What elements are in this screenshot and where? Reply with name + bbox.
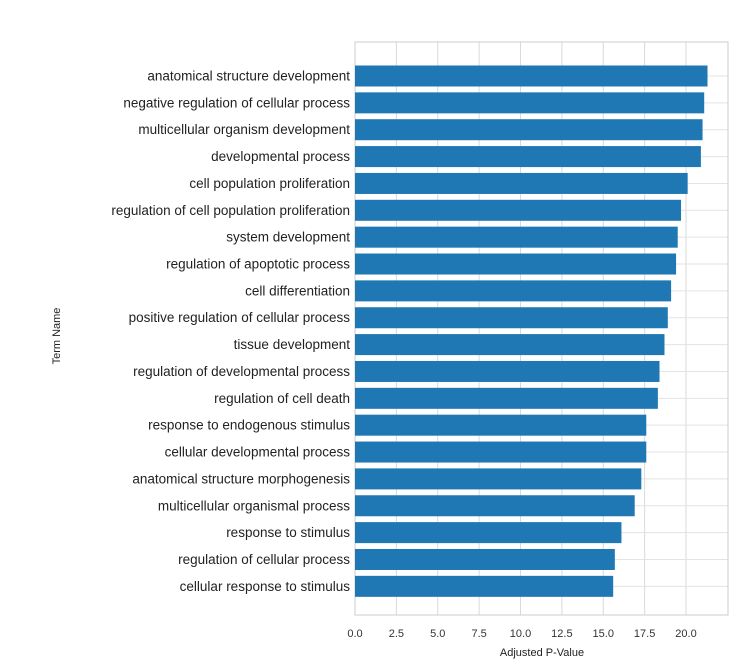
bar [355, 65, 708, 87]
x-tick-label: 0.0 [347, 628, 362, 640]
bar [355, 253, 677, 275]
x-tick-label: 20.0 [675, 628, 696, 640]
bar [355, 119, 703, 141]
y-tick-label: multicellular organismal process [158, 498, 350, 513]
bar [355, 92, 705, 114]
y-tick-label: response to stimulus [226, 525, 350, 540]
y-tick-label: anatomical structure morphogenesis [132, 471, 350, 486]
bar [355, 441, 647, 463]
bar [355, 548, 615, 570]
x-axis-label: Adjusted P-Value [500, 647, 584, 659]
plot-area [354, 41, 729, 616]
y-tick-label: regulation of apoptotic process [166, 257, 350, 272]
y-tick-label: negative regulation of cellular process [123, 95, 350, 110]
bar [355, 280, 672, 302]
y-tick-label: cellular developmental process [165, 445, 351, 460]
y-tick-label: positive regulation of cellular process [129, 310, 351, 325]
y-tick-label: cellular response to stimulus [180, 579, 351, 594]
y-tick-label: anatomical structure development [147, 69, 350, 84]
y-tick-labels: anatomical structure development negative… [111, 69, 350, 594]
bar [355, 468, 642, 490]
bar [355, 226, 678, 248]
x-tick-label: 17.5 [634, 628, 655, 640]
bar [355, 334, 665, 356]
bar [355, 414, 647, 436]
bar [355, 495, 635, 517]
bar [355, 360, 660, 382]
y-tick-label: cell population proliferation [189, 176, 350, 191]
y-tick-label: regulation of cell population proliferat… [111, 203, 350, 218]
x-tick-labels: 0.0 2.5 5.0 7.5 10.0 12.5 15.0 17.5 20.0 [347, 628, 696, 640]
x-tick-label: 10.0 [510, 628, 531, 640]
y-tick-label: multicellular organism development [138, 122, 350, 137]
bar [355, 575, 614, 597]
y-tick-label: regulation of developmental process [133, 364, 350, 379]
x-tick-label: 2.5 [389, 628, 404, 640]
y-tick-label: developmental process [211, 149, 350, 164]
bar [355, 307, 668, 329]
x-tick-label: 12.5 [551, 628, 572, 640]
y-tick-label: response to endogenous stimulus [148, 418, 350, 433]
bars-group [355, 65, 708, 597]
bar [355, 387, 658, 409]
y-tick-label: system development [226, 230, 350, 245]
y-tick-label: tissue development [234, 337, 351, 352]
y-tick-label: regulation of cell death [214, 391, 350, 406]
y-axis-label: Term Name [51, 308, 63, 365]
y-tick-label: regulation of cellular process [178, 552, 350, 567]
bar [355, 146, 701, 168]
bar [355, 172, 688, 194]
y-tick-label: cell differentiation [245, 283, 350, 298]
bar [355, 522, 622, 544]
bar [355, 199, 682, 221]
x-tick-label: 5.0 [430, 628, 445, 640]
x-tick-label: 15.0 [593, 628, 614, 640]
x-tick-label: 7.5 [471, 628, 486, 640]
